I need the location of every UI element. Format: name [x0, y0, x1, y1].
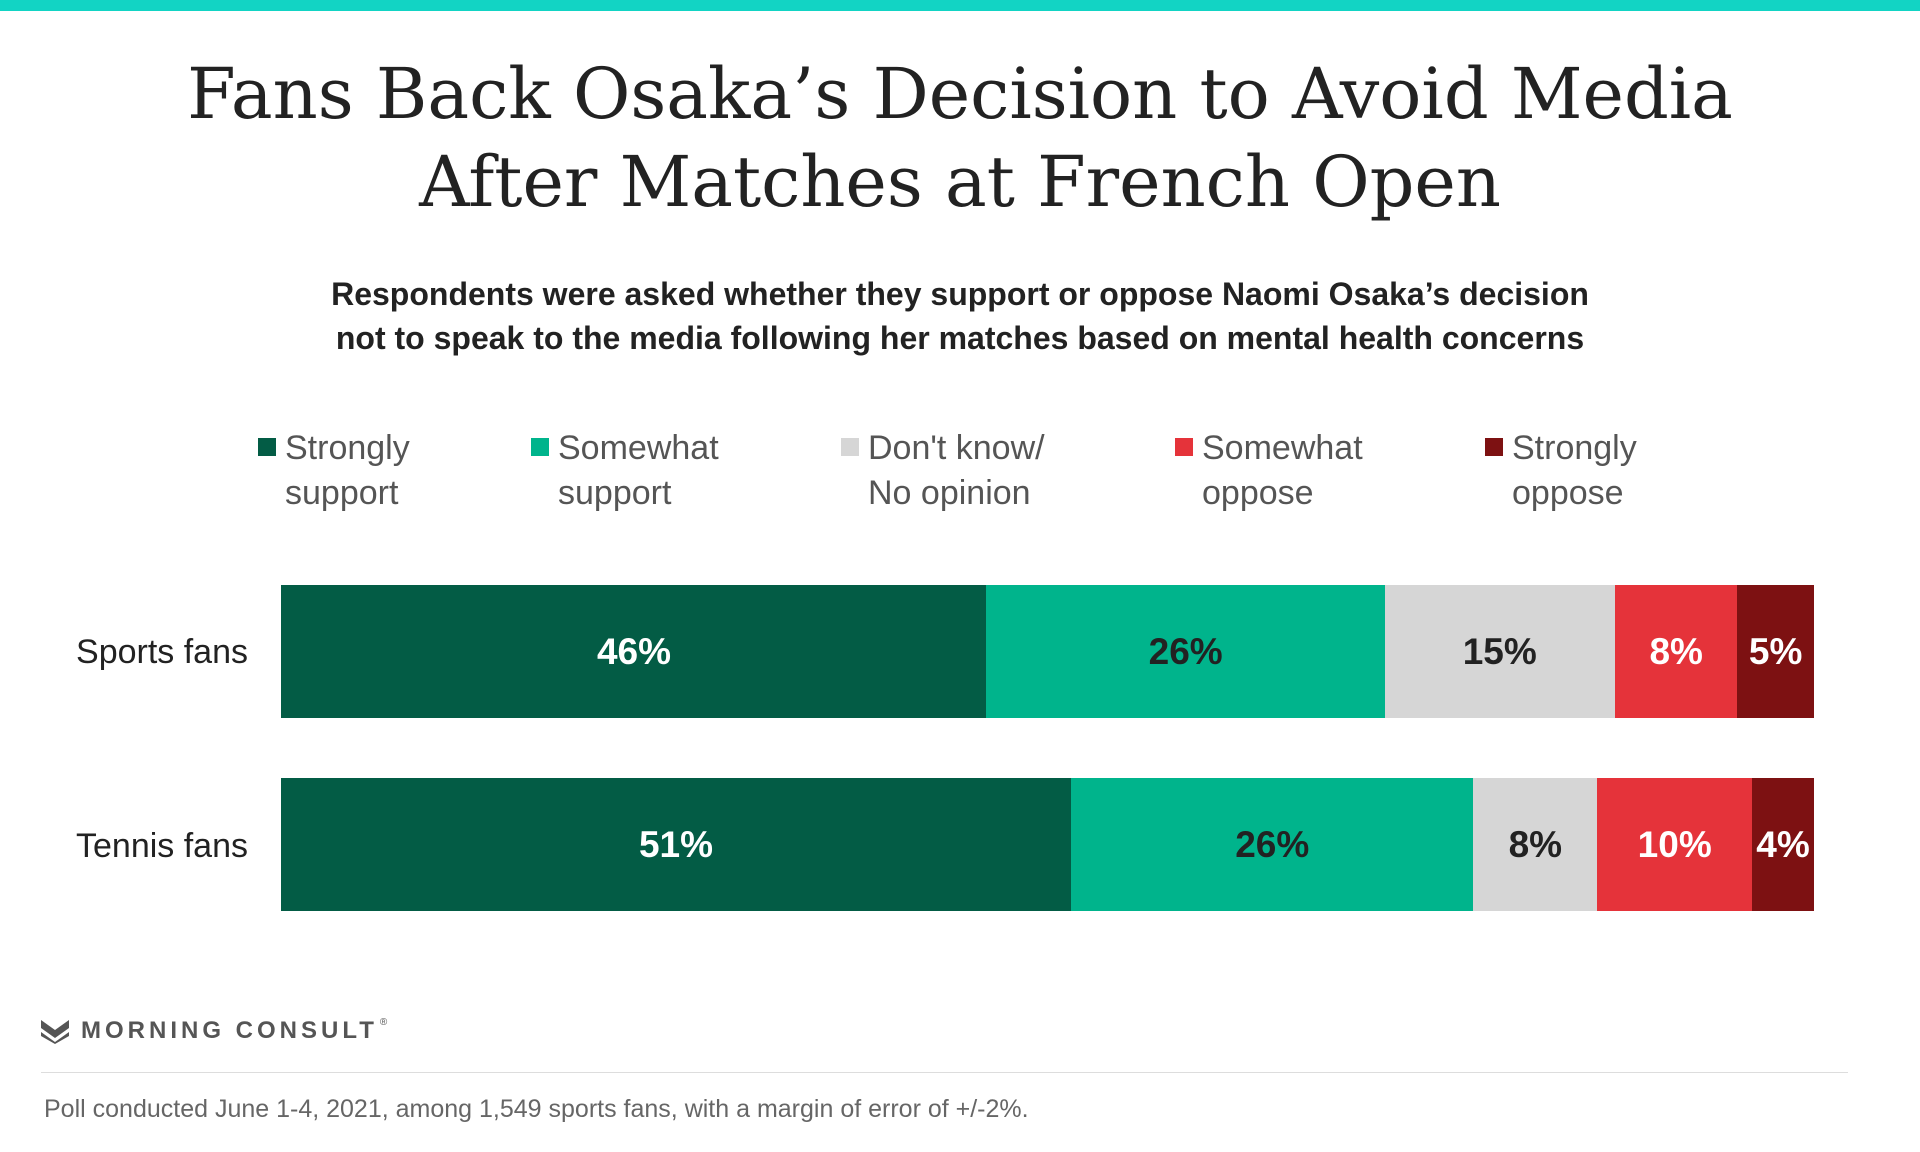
- bar-sports-fans: 46% 26% 15% 8% 5%: [281, 585, 1814, 718]
- data-label: 10%: [1637, 823, 1712, 865]
- subtitle-line-2: not to speak to the media following her …: [335, 320, 1585, 356]
- bar-segment-somewhat-support: 26%: [1070, 778, 1474, 911]
- legend: Strongly support Somewhat support Don't …: [0, 426, 1920, 526]
- legend-swatch-strongly-oppose: [1485, 438, 1503, 456]
- legend-item-strongly-oppose: Strongly oppose: [1485, 426, 1637, 516]
- top-accent-bar: [0, 0, 1920, 11]
- legend-label-line-2: support: [558, 474, 672, 512]
- data-label: 15%: [1462, 630, 1537, 672]
- bar-segment-strongly-oppose: 4%: [1752, 778, 1814, 911]
- bar-segment-somewhat-oppose: 10%: [1597, 778, 1753, 911]
- subtitle-line-1: Respondents were asked whether they supp…: [331, 276, 1589, 312]
- brand: MORNING CONSULT ®: [41, 1017, 387, 1045]
- title-line-1: Fans Back Osaka’s Decision to Avoid Medi…: [187, 53, 1733, 135]
- legend-label-line-2: oppose: [1512, 474, 1624, 512]
- data-label: 5%: [1748, 630, 1803, 672]
- legend-item-somewhat-support: Somewhat support: [531, 426, 719, 516]
- bar-segment-strongly-oppose: 5%: [1737, 585, 1814, 718]
- legend-label-line-2: oppose: [1202, 474, 1314, 512]
- data-label: 8%: [1649, 630, 1703, 672]
- bar-segment-strongly-support: 51%: [281, 778, 1071, 911]
- legend-swatch-strongly-support: [258, 438, 276, 456]
- row-label-tennis-fans: Tennis fans: [76, 827, 248, 865]
- legend-label-line-1: Somewhat: [1202, 429, 1363, 467]
- data-label: 8%: [1508, 823, 1563, 865]
- title-line-2: After Matches at French Open: [419, 141, 1501, 223]
- data-label: 26%: [1148, 630, 1223, 672]
- legend-item-dont-know: Don't know/ No opinion: [841, 426, 1045, 516]
- legend-item-somewhat-oppose: Somewhat oppose: [1175, 426, 1363, 516]
- legend-swatch-somewhat-support: [531, 438, 549, 456]
- brand-mark: ®: [379, 1017, 388, 1028]
- chart-subtitle: Respondents were asked whether they supp…: [0, 272, 1920, 360]
- legend-item-strongly-support: Strongly support: [258, 426, 410, 516]
- legend-label-line-1: Don't know/: [868, 429, 1045, 467]
- data-label: 4%: [1756, 823, 1810, 865]
- legend-label-line-2: No opinion: [868, 474, 1031, 512]
- legend-label-line-1: Strongly: [1512, 429, 1637, 467]
- data-label: 46%: [596, 630, 672, 672]
- morning-consult-logo-icon: [41, 1020, 69, 1044]
- bar-tennis-fans: 51% 26% 8% 10% 4%: [281, 778, 1814, 911]
- bar-segment-somewhat-support: 26%: [986, 585, 1386, 718]
- data-label: 26%: [1235, 823, 1310, 865]
- legend-swatch-dont-know: [841, 438, 859, 456]
- bar-segment-somewhat-oppose: 8%: [1614, 585, 1738, 718]
- bar-segment-don-t-know-no-opinion: 15%: [1384, 585, 1615, 718]
- legend-label-line-1: Somewhat: [558, 429, 719, 467]
- bar-segment-don-t-know-no-opinion: 8%: [1473, 778, 1598, 911]
- chart-title: Fans Back Osaka’s Decision to Avoid Medi…: [0, 50, 1920, 226]
- footer-divider: [41, 1072, 1848, 1073]
- footnote: Poll conducted June 1-4, 2021, among 1,5…: [44, 1095, 1029, 1123]
- brand-name: MORNING CONSULT: [81, 1017, 378, 1044]
- legend-label-line-2: support: [285, 474, 399, 512]
- row-label-sports-fans: Sports fans: [76, 633, 248, 671]
- bar-segment-strongly-support: 46%: [281, 585, 987, 718]
- legend-swatch-somewhat-oppose: [1175, 438, 1193, 456]
- data-label: 51%: [638, 823, 714, 865]
- legend-label-line-1: Strongly: [285, 429, 410, 467]
